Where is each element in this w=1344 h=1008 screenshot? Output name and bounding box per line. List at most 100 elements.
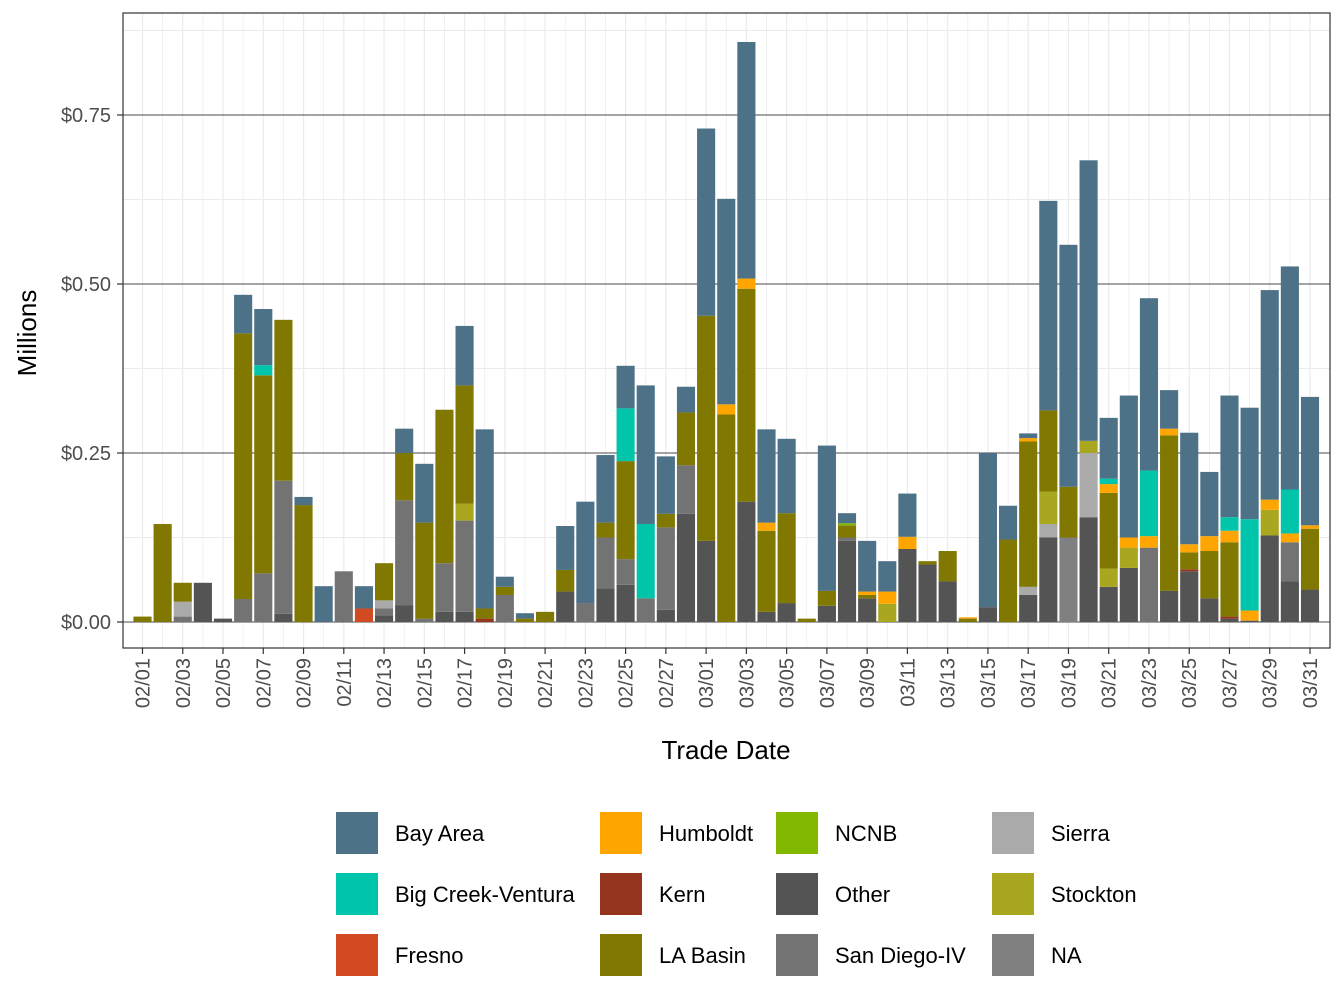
bar-segment-bay-area xyxy=(415,463,434,523)
bar-segment-bay-area xyxy=(676,386,696,413)
legend-key-bay-area xyxy=(336,812,378,854)
bar-segment-bay-area xyxy=(1200,471,1219,537)
bar-segment-humboldt xyxy=(757,522,776,531)
x-axis: 02/01 02/03 02/05 02/07 02/09 02/11 02/13 02/15… xyxy=(133,648,1322,708)
bar-segment-san-diego-iv xyxy=(435,563,454,612)
bar-segment-bay-area xyxy=(254,309,273,366)
bar-segment-sierra xyxy=(374,600,394,609)
legend-key-other xyxy=(776,873,818,915)
legend-label-bay-area: Bay Area xyxy=(395,821,485,846)
bar-segment-bay-area xyxy=(697,128,716,316)
bar-segment-stockton xyxy=(1260,509,1279,536)
bar-segment-bay-area xyxy=(656,456,675,514)
bar-segment-other xyxy=(737,501,756,622)
bar-segment-la-basin xyxy=(717,414,736,622)
bar-segment-stockton xyxy=(1119,547,1138,568)
legend-label-big-creek-ventura: Big Creek-Ventura xyxy=(395,882,576,907)
bar-segment-la-basin xyxy=(1039,410,1058,492)
legend-key-la-basin xyxy=(600,934,642,976)
bar-segment-other xyxy=(193,582,212,622)
bar-segment-la-basin xyxy=(1019,441,1038,587)
x-tick-label: 03/29 xyxy=(1260,658,1282,708)
bar-segment-bay-area xyxy=(1139,298,1159,471)
bar-segment-humboldt xyxy=(1119,537,1138,548)
bar-segment-la-basin xyxy=(1059,486,1078,538)
bar-segment-other xyxy=(1099,586,1118,622)
bar-segment-la-basin xyxy=(395,453,414,501)
bar-segment-big-creek-ventura xyxy=(1240,519,1259,611)
bar-segment-bay-area xyxy=(1260,290,1279,500)
bar-segment-other xyxy=(1079,517,1098,622)
legend-label-stockton: Stockton xyxy=(1051,882,1137,907)
bar-segment-san-diego-iv xyxy=(676,465,696,514)
bar-segment-humboldt xyxy=(898,536,917,549)
bar-segment-la-basin xyxy=(1200,551,1219,599)
bar-segment-la-basin xyxy=(254,375,273,574)
bar-segment-fresno xyxy=(354,608,373,622)
x-tick-label: 02/17 xyxy=(455,658,477,708)
bar-segment-humboldt xyxy=(958,617,977,619)
bar-segment-other xyxy=(898,548,917,622)
legend-key-kern xyxy=(600,873,642,915)
bar-segment-bay-area xyxy=(1220,395,1239,518)
y-tick-label: $0.75 xyxy=(61,105,111,127)
bar-segment-la-basin xyxy=(656,513,675,528)
bar-segment-big-creek-ventura xyxy=(254,365,273,376)
bar-segment-bay-area xyxy=(817,445,836,591)
x-tick-label: 03/09 xyxy=(857,658,879,708)
bar-segment-bay-area xyxy=(455,325,474,386)
bar-segment-other xyxy=(1200,598,1219,622)
bar-segment-bay-area xyxy=(1180,432,1199,545)
bars xyxy=(133,41,1320,622)
x-tick-label: 03/27 xyxy=(1219,658,1241,708)
x-tick-label: 02/07 xyxy=(253,658,275,708)
bar-segment-la-basin xyxy=(556,569,575,592)
bar-segment-other xyxy=(697,540,716,622)
bar-segment-humboldt xyxy=(878,591,897,604)
bar-segment-la-basin xyxy=(153,523,172,622)
x-tick-label: 03/05 xyxy=(777,658,799,708)
bar-segment-la-basin xyxy=(777,513,796,604)
bar-segment-na xyxy=(1059,537,1078,622)
bar-segment-la-basin xyxy=(958,618,977,622)
legend-label-other: Other xyxy=(835,882,890,907)
bar-segment-kern xyxy=(1220,616,1239,619)
bar-segment-bay-area xyxy=(576,501,595,604)
bar-segment-other xyxy=(455,611,474,622)
x-tick-label: 03/31 xyxy=(1300,658,1322,708)
bar-segment-bay-area xyxy=(475,429,494,609)
bar-segment-la-basin xyxy=(455,385,474,504)
bar-segment-la-basin xyxy=(757,530,776,612)
bar-segment-san-diego-iv xyxy=(1280,542,1299,582)
bar-segment-big-creek-ventura xyxy=(1099,478,1118,485)
bar-segment-la-basin xyxy=(938,551,957,582)
bar-segment-other xyxy=(1039,537,1058,622)
bar-segment-san-diego-iv xyxy=(495,594,514,622)
bar-segment-la-basin xyxy=(1099,492,1118,569)
legend-key-sierra xyxy=(992,812,1034,854)
legend-key-humboldt xyxy=(600,812,642,854)
bar-segment-other xyxy=(1260,535,1279,622)
bar-segment-la-basin xyxy=(999,539,1018,622)
bar-segment-san-diego-iv xyxy=(576,603,595,622)
bar-segment-bay-area xyxy=(1300,396,1320,526)
bar-segment-la-basin xyxy=(1180,552,1199,570)
bar-segment-other xyxy=(596,588,615,622)
legend-key-fresno xyxy=(336,934,378,976)
x-tick-label: 02/03 xyxy=(173,658,195,708)
x-tick-label: 03/19 xyxy=(1058,658,1080,708)
x-tick-label: 02/25 xyxy=(616,658,638,708)
x-tick-label: 02/09 xyxy=(294,658,316,708)
x-tick-label: 03/25 xyxy=(1179,658,1201,708)
x-tick-label: 02/05 xyxy=(213,658,235,708)
bar-segment-la-basin xyxy=(918,561,937,565)
bar-segment-san-diego-iv xyxy=(656,527,675,610)
bar-segment-humboldt xyxy=(737,278,756,289)
bar-segment-humboldt xyxy=(717,404,736,415)
bar-segment-bay-area xyxy=(395,428,414,453)
x-tick-label: 03/01 xyxy=(696,658,718,708)
bar-segment-bay-area xyxy=(495,576,514,587)
x-tick-label: 02/21 xyxy=(535,658,557,708)
bar-segment-sierra xyxy=(173,601,192,617)
